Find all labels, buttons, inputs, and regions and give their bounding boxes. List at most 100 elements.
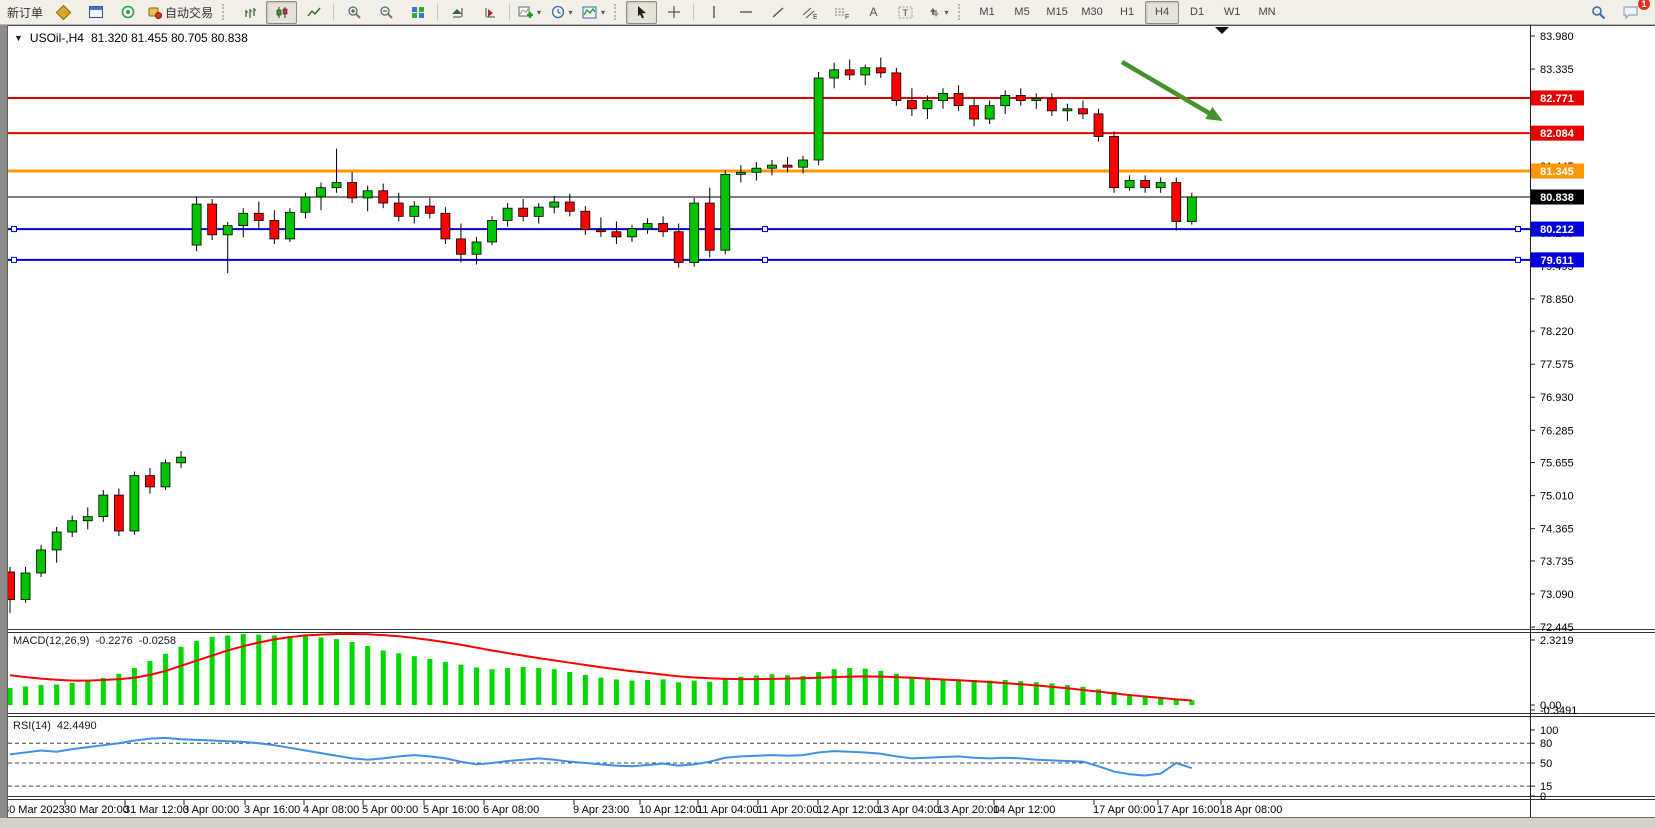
candle-up (798, 159, 808, 168)
line-handle[interactable] (1515, 256, 1521, 263)
macd-bar (520, 666, 526, 705)
line-handle[interactable] (762, 226, 768, 233)
tf-MN[interactable]: MN (1258, 6, 1276, 18)
arrows-button[interactable]: ▾ (922, 1, 953, 24)
macd-bar (676, 682, 682, 705)
candle-up (82, 516, 93, 522)
chart-window-button[interactable] (80, 1, 111, 24)
macd-bar (1064, 685, 1070, 705)
zoom-in-button[interactable] (338, 1, 369, 24)
candle-down (1078, 108, 1088, 115)
bar-chart-button[interactable] (234, 1, 265, 24)
candle-down (440, 212, 451, 240)
price-tick-label: 75.655 (1540, 458, 1574, 470)
candle-up (549, 201, 560, 208)
macd-bar (256, 634, 262, 705)
tf-M5[interactable]: M5 (1014, 6, 1030, 18)
chat-button[interactable]: 1 (1615, 0, 1650, 24)
price-label-box (1531, 189, 1584, 205)
tile-windows-button[interactable] (402, 1, 433, 24)
line-chart-icon (306, 7, 321, 16)
shift-marker-icon[interactable] (1215, 27, 1229, 34)
macd-bar (660, 679, 666, 705)
vertical-line-button[interactable] (698, 1, 729, 24)
toolbar-separator (437, 4, 439, 20)
autotrade-button[interactable]: 自动交易 (144, 1, 217, 24)
arrow-annotation[interactable] (1120, 60, 1216, 118)
line-handle[interactable] (11, 226, 17, 233)
rsi-tick-label: 50 (1540, 758, 1552, 770)
vertical-line-icon (712, 6, 715, 18)
tf-M15[interactable]: M15 (1046, 6, 1068, 18)
text-button[interactable]: A (858, 1, 889, 24)
chart-title: ▼ USOil-,H4 81.320 81.455 80.705 80.838 (14, 31, 248, 45)
macd-bar (7, 687, 13, 705)
macd-bar (489, 669, 495, 705)
trendline-button[interactable] (762, 1, 793, 24)
periods-button[interactable]: ▾ (546, 1, 577, 24)
fibonacci-button[interactable]: F (826, 1, 857, 24)
rsi-line (9, 736, 1193, 777)
label-button[interactable]: T (890, 1, 921, 24)
macd-bar (831, 669, 837, 705)
macd-bar (505, 668, 511, 705)
zoom-out-button[interactable] (370, 1, 401, 24)
search-button[interactable] (1583, 1, 1614, 24)
time-label: 18 Apr 08:00 (1220, 804, 1282, 816)
macd-bar (163, 653, 168, 705)
tf-M1[interactable]: M1 (979, 6, 995, 18)
chart-shift-button[interactable] (474, 1, 505, 24)
cursor-button[interactable] (626, 0, 658, 24)
candlestick-button[interactable] (266, 0, 298, 24)
rsi-indicator-label: RSI(14) 42.4490 (13, 720, 97, 732)
autotrade-label: 自动交易 (165, 5, 214, 20)
chat-bubble-icon (1623, 6, 1637, 19)
candle-down (393, 202, 404, 217)
candle-up (1155, 182, 1166, 189)
rsi-tick-label: 100 (1540, 725, 1558, 737)
candle-down (1140, 180, 1151, 189)
line-handle[interactable] (1515, 226, 1521, 233)
macd-bar (85, 680, 91, 705)
tf-D1[interactable]: D1 (1190, 6, 1205, 18)
candle-down (844, 69, 855, 76)
time-label: 4 Apr 08:00 (303, 804, 359, 816)
candle-up (813, 77, 824, 161)
candle-up (300, 196, 311, 213)
auto-scroll-button[interactable] (442, 1, 473, 24)
candle-down (424, 205, 435, 214)
bar-chart-icon (244, 7, 256, 18)
macd-histogram (7, 634, 1195, 705)
symbols-button[interactable] (48, 1, 79, 24)
candle-down (253, 212, 264, 221)
macd-bar (116, 673, 122, 705)
indicators-button[interactable]: ▾ (514, 1, 545, 24)
line-handle[interactable] (11, 256, 17, 263)
rsi-tick-label: 0 (1540, 791, 1546, 803)
tf-M30[interactable]: M30 (1081, 6, 1103, 18)
macd-bar (971, 680, 977, 705)
horizontal-line-button[interactable] (730, 1, 761, 24)
tf-H4[interactable]: H4 (1145, 0, 1180, 24)
crosshair-button[interactable] (658, 1, 689, 24)
line-chart-button[interactable] (298, 1, 329, 24)
new-order-button[interactable]: 新订单 (3, 1, 47, 24)
line-handle[interactable] (762, 256, 768, 263)
macd-bar (800, 676, 806, 705)
macd-bar (1111, 691, 1117, 705)
tf-H1[interactable]: H1 (1120, 6, 1135, 18)
text-label-icon: T (898, 6, 913, 18)
macd-bar (54, 684, 60, 705)
macd-bar (302, 635, 308, 705)
macd-bar (1018, 681, 1024, 705)
templates-button[interactable]: ▾ (578, 1, 609, 24)
signal-button[interactable] (112, 1, 143, 24)
price-tick-label: 77.575 (1540, 359, 1574, 371)
candle-up (191, 203, 202, 246)
channel-button[interactable]: E (794, 1, 825, 24)
tf-W1[interactable]: W1 (1223, 6, 1241, 18)
price-tick-label: 83.980 (1540, 31, 1574, 43)
symbol-dropdown-icon[interactable]: ▼ (14, 33, 23, 43)
macd-bar (427, 658, 433, 705)
